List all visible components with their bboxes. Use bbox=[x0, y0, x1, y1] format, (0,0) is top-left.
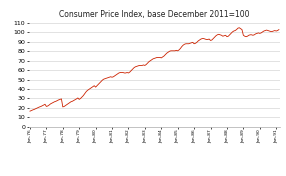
Title: Consumer Price Index, base December 2011=100: Consumer Price Index, base December 2011… bbox=[59, 10, 250, 19]
